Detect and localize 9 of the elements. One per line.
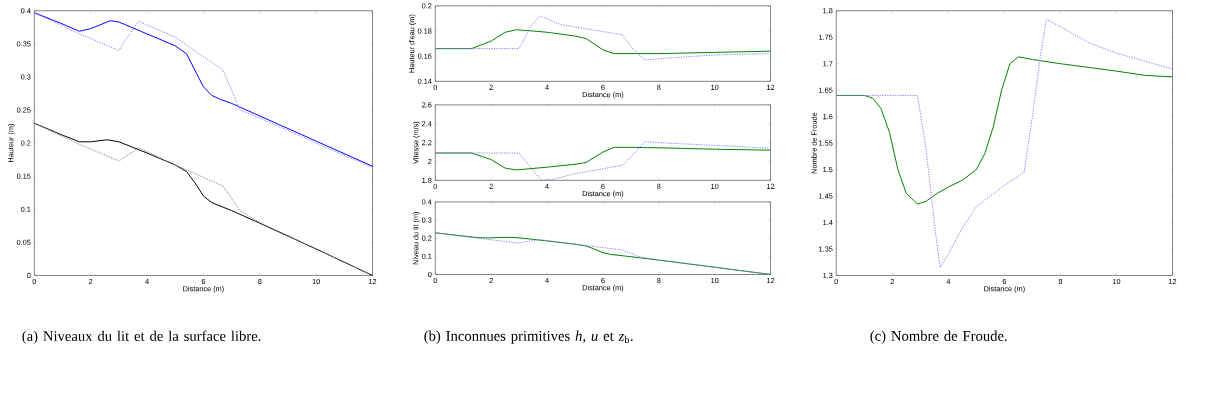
line-series bbox=[434, 15, 772, 61]
text: (b) Inconnues primitives h, u et z$_{b}$. bbox=[424, 330, 633, 344]
line-series bbox=[434, 141, 772, 181]
text: (c) Nombre de Froude. bbox=[870, 330, 1007, 344]
line-series bbox=[835, 19, 1174, 269]
line-series bbox=[434, 232, 772, 275]
text: (a) Niveaux du lit et de la surface libre. bbox=[22, 330, 261, 345]
line-series bbox=[434, 146, 772, 171]
line-series bbox=[835, 56, 1174, 205]
